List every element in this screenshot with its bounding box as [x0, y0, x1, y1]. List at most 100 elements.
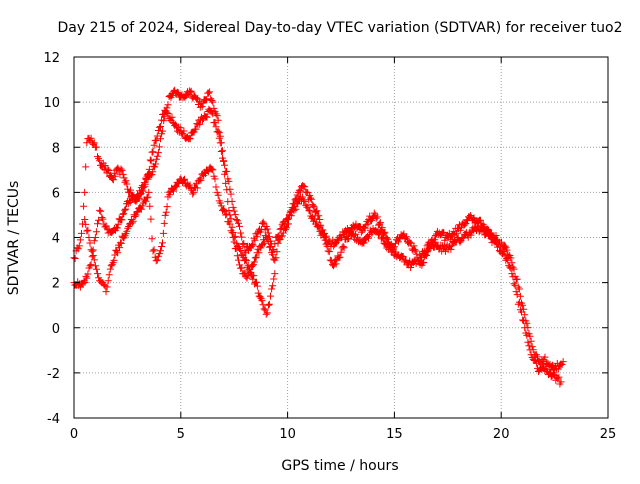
- data-markers: [97, 159, 109, 173]
- data-markers: [250, 245, 263, 266]
- data-markers: [310, 203, 323, 220]
- data-markers: [92, 216, 103, 236]
- data-point: [149, 247, 157, 255]
- data-markers: [212, 123, 222, 136]
- data-markers: [505, 261, 515, 272]
- data-markers: [137, 174, 150, 198]
- data-markers: [131, 191, 143, 204]
- data-markers: [325, 248, 335, 265]
- data-markers: [421, 238, 434, 257]
- data-point: [527, 337, 535, 345]
- data-markers: [492, 238, 504, 256]
- data-point: [158, 243, 166, 251]
- data-markers: [406, 239, 419, 254]
- x-tick-label: 15: [386, 427, 403, 442]
- data-markers: [99, 279, 109, 290]
- data-markers: [306, 207, 318, 225]
- data-markers: [150, 246, 160, 265]
- data-point: [264, 229, 272, 237]
- data-markers: [312, 218, 325, 239]
- data-markers: [219, 205, 229, 215]
- data-point: [228, 197, 236, 205]
- data-markers: [146, 202, 156, 243]
- data-point: [96, 206, 104, 214]
- data-markers: [203, 163, 216, 176]
- data-markers: [473, 223, 485, 236]
- data-markers: [383, 240, 395, 256]
- data-point: [102, 288, 110, 296]
- data-markers: [500, 242, 513, 261]
- data-point: [271, 270, 279, 278]
- data-markers: [154, 135, 164, 157]
- data-series: [70, 86, 567, 388]
- data-markers: [229, 203, 239, 219]
- data-markers: [265, 233, 276, 248]
- data-markers: [107, 246, 120, 270]
- data-point: [145, 188, 153, 196]
- data-markers: [302, 201, 312, 211]
- data-markers: [479, 225, 491, 239]
- axis-ticks: 0 5 10 15 20 25 -4 -2 0 2 4 6 8 10 12: [43, 51, 616, 442]
- data-markers: [291, 195, 303, 213]
- data-markers: [184, 181, 197, 198]
- data-point: [508, 270, 516, 278]
- data-markers: [109, 164, 122, 184]
- data-markers: [214, 191, 224, 207]
- data-markers: [159, 203, 171, 247]
- chart-title: Day 215 of 2024, Sidereal Day-to-day VTE…: [57, 20, 622, 36]
- x-tick-label: 20: [493, 427, 510, 442]
- data-markers: [103, 165, 115, 181]
- data-markers: [159, 112, 169, 135]
- data-markers: [144, 148, 156, 179]
- data-point: [277, 224, 285, 232]
- data-point: [81, 188, 89, 196]
- data-markers: [554, 373, 564, 388]
- data-point: [143, 175, 151, 183]
- data-markers: [165, 184, 177, 199]
- data-point: [93, 270, 101, 278]
- data-point: [91, 234, 99, 241]
- data-markers: [534, 361, 547, 375]
- data-point: [158, 116, 166, 124]
- data-point: [239, 252, 247, 260]
- data-markers: [353, 223, 365, 236]
- data-markers: [268, 249, 278, 263]
- data-markers: [408, 254, 421, 267]
- data-point: [262, 310, 270, 318]
- data-markers: [77, 272, 90, 288]
- data-markers: [227, 215, 237, 236]
- data-markers: [238, 233, 248, 248]
- data-markers: [436, 228, 449, 244]
- data-markers: [197, 168, 209, 184]
- data-markers: [236, 261, 246, 272]
- data-markers: [236, 245, 246, 259]
- y-tick-label: -2: [47, 367, 60, 382]
- data-markers: [148, 155, 160, 179]
- data-point: [106, 265, 114, 273]
- data-markers: [530, 356, 540, 367]
- data-point: [213, 188, 221, 196]
- x-tick-label: 25: [600, 427, 617, 442]
- data-point: [339, 243, 347, 251]
- data-markers: [518, 308, 528, 325]
- data-markers: [552, 359, 564, 373]
- data-markers: [537, 356, 547, 367]
- series-trace-c: [81, 163, 279, 318]
- data-markers: [103, 271, 113, 291]
- data-markers: [92, 143, 103, 163]
- data-point: [267, 292, 275, 300]
- data-markers: [329, 252, 342, 270]
- y-tick-label: 8: [52, 141, 60, 156]
- y-axis-label: SDTVAR / TECUs: [6, 181, 22, 296]
- data-markers: [206, 88, 216, 104]
- data-markers: [274, 225, 284, 240]
- data-markers: [366, 209, 378, 224]
- data-markers: [257, 232, 269, 252]
- data-markers: [376, 219, 389, 237]
- data-markers: [231, 232, 241, 250]
- data-markers: [95, 274, 105, 285]
- data-markers: [462, 212, 474, 227]
- y-tick-label: 12: [43, 51, 60, 66]
- data-markers: [120, 174, 133, 196]
